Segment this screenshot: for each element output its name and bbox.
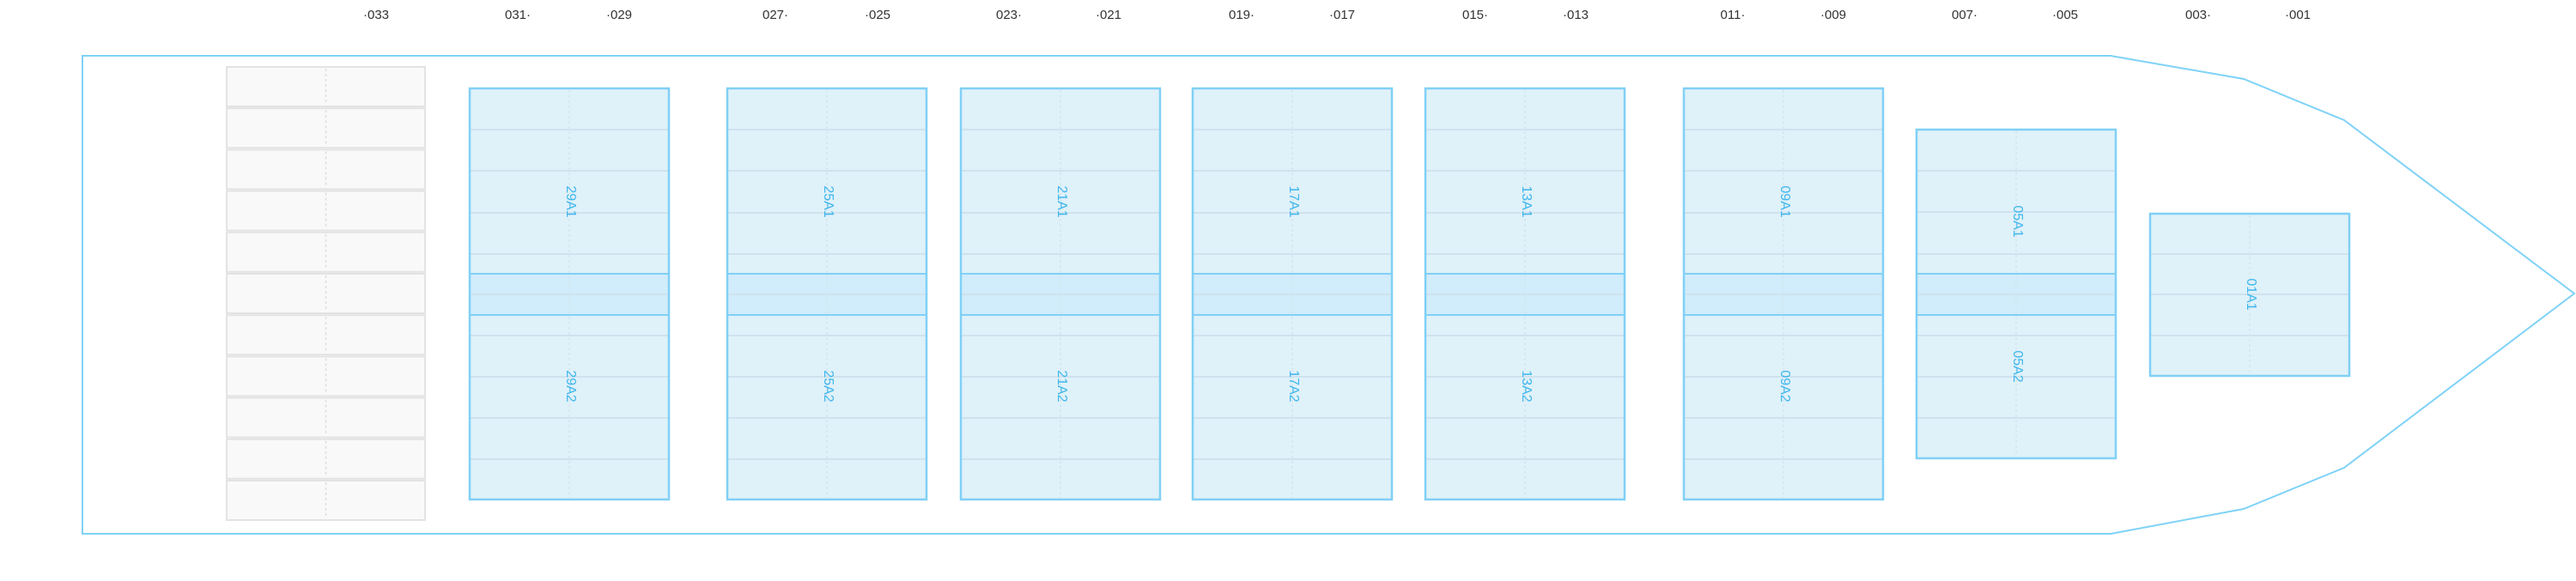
bay-group: 29A1 29A2 25A1 25A2 21A1 21A2 17A1 17A2 13A1 13A2… (468, 87, 2351, 501)
bay-border (1915, 128, 2117, 460)
slot-label[interactable]: 09A1 (1777, 185, 1792, 217)
bay-25[interactable]: 25A1 25A2 (726, 87, 928, 501)
bay-border (1424, 87, 1626, 501)
slot-label[interactable]: 17A2 (1286, 370, 1301, 402)
bay-border (2148, 212, 2351, 378)
frame-number-label: 031· (505, 8, 531, 22)
frame-number-label: ·017 (1329, 8, 1355, 22)
bay-09[interactable]: 09A1 09A2 (1682, 87, 1885, 501)
bay-01[interactable]: 01A1 (2148, 212, 2351, 378)
slot-label[interactable]: 05A2 (2010, 350, 2025, 382)
ship-hull-outline (82, 55, 2576, 535)
frame-number-label: ·025 (865, 8, 890, 22)
slot-label[interactable]: 05A1 (2010, 205, 2025, 237)
frame-number-label: 023· (996, 8, 1022, 22)
frame-number-label: 019· (1229, 8, 1255, 22)
bay-13[interactable]: 13A1 13A2 (1424, 87, 1626, 501)
bay-29[interactable]: 29A1 29A2 (468, 87, 671, 501)
frame-number-label: ·033 (363, 8, 389, 22)
frame-number-label: ·005 (2052, 8, 2078, 22)
frame-number-label: 027· (762, 8, 788, 22)
slot-label[interactable]: 01A1 (2244, 278, 2258, 310)
slot-label[interactable]: 13A1 (1519, 185, 1534, 217)
slot-label[interactable]: 25A2 (821, 370, 835, 402)
aft-inactive-slots (226, 66, 426, 521)
frame-number-label: ·013 (1563, 8, 1589, 22)
bay-17[interactable]: 17A1 17A2 (1191, 87, 1394, 501)
bay-21[interactable]: 21A1 21A2 (959, 87, 1162, 501)
bay-border (1682, 87, 1885, 501)
slot-label[interactable]: 29A2 (563, 370, 578, 402)
bay-border (468, 87, 671, 501)
slot-label[interactable]: 13A2 (1519, 370, 1534, 402)
bay-border (1191, 87, 1394, 501)
slot-label[interactable]: 17A1 (1286, 185, 1301, 217)
frame-number-label: ·029 (606, 8, 632, 22)
bay-border (959, 87, 1162, 501)
slot-label[interactable]: 09A2 (1777, 370, 1792, 402)
frame-number-label: 015· (1462, 8, 1488, 22)
slot-label[interactable]: 21A2 (1054, 370, 1069, 402)
frame-ruler: ·033 031· ·029 027· ·025 023· ·021 019· ·017 015·… (363, 8, 2311, 22)
slot-label[interactable]: 21A1 (1054, 185, 1069, 217)
frame-number-label: 007· (1952, 8, 1978, 22)
bay-05[interactable]: 05A1 05A2 (1915, 128, 2117, 460)
slot-label[interactable]: 25A1 (821, 185, 835, 217)
slot-label[interactable]: 29A1 (563, 185, 578, 217)
frame-number-label: ·021 (1096, 8, 1121, 22)
frame-number-label: ·009 (1820, 8, 1846, 22)
frame-number-label: 003· (2185, 8, 2211, 22)
frame-number-label: ·001 (2285, 8, 2311, 22)
frame-number-label: 011· (1721, 8, 1746, 22)
bay-border (726, 87, 928, 501)
